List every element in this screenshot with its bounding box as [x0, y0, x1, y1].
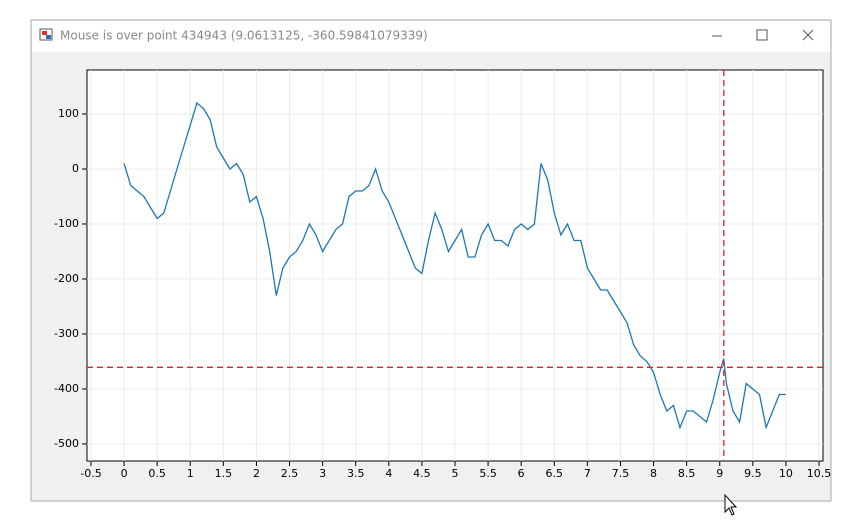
- x-tick-label: 0.5: [148, 467, 166, 480]
- x-tick-label: 5: [452, 467, 459, 480]
- app-icon: [39, 28, 53, 41]
- y-tick-label: -300: [54, 327, 79, 340]
- x-tick-label: 6: [518, 467, 525, 480]
- x-tick-label: 10.5: [807, 467, 832, 480]
- y-tick-label: -500: [54, 437, 79, 450]
- x-tick-label: 3.5: [347, 467, 365, 480]
- x-tick-label: 9.5: [744, 467, 762, 480]
- x-tick-label: 4.5: [413, 467, 431, 480]
- x-tick-label: 9: [716, 467, 723, 480]
- data-line: [123, 101, 786, 430]
- x-tick-label: 6.5: [546, 467, 564, 480]
- x-tick-label: 3: [319, 467, 326, 480]
- title-bar: [32, 21, 830, 52]
- plot: -0.5 0 0.5 1 1.5 2 2.5 3 3.5 4 4.5 5 5.5 6 6.5 7 7.5 8 8.5…: [54, 70, 831, 480]
- close-button[interactable]: [802, 29, 814, 41]
- y-tick-label: 100: [58, 107, 79, 120]
- x-tick-label: 7: [584, 467, 591, 480]
- x-tick-label: 2.5: [281, 467, 299, 480]
- x-tick-label: 5.5: [479, 467, 497, 480]
- y-tick-label: 0: [72, 162, 79, 175]
- x-tick-label: 1: [187, 467, 194, 480]
- x-tick-label: 1.5: [215, 467, 233, 480]
- x-tick-label: -0.5: [80, 467, 101, 480]
- window-title: Mouse is over point 434943 (9.0613125, -…: [60, 29, 428, 43]
- x-tick-label: 0: [121, 467, 128, 480]
- y-tick-label: -400: [54, 382, 79, 395]
- x-tick-label: 8.5: [678, 467, 696, 480]
- x-tick-label: 8: [650, 467, 657, 480]
- maximize-button[interactable]: [756, 29, 768, 41]
- x-tick-label: 2: [253, 467, 260, 480]
- x-tick-label: 7.5: [612, 467, 630, 480]
- y-tick-label: -100: [54, 217, 79, 230]
- y-tick-label: -200: [54, 272, 79, 285]
- mouse-cursor: [724, 493, 738, 516]
- x-tick-label: 10: [779, 467, 793, 480]
- x-tick-label: 4: [385, 467, 392, 480]
